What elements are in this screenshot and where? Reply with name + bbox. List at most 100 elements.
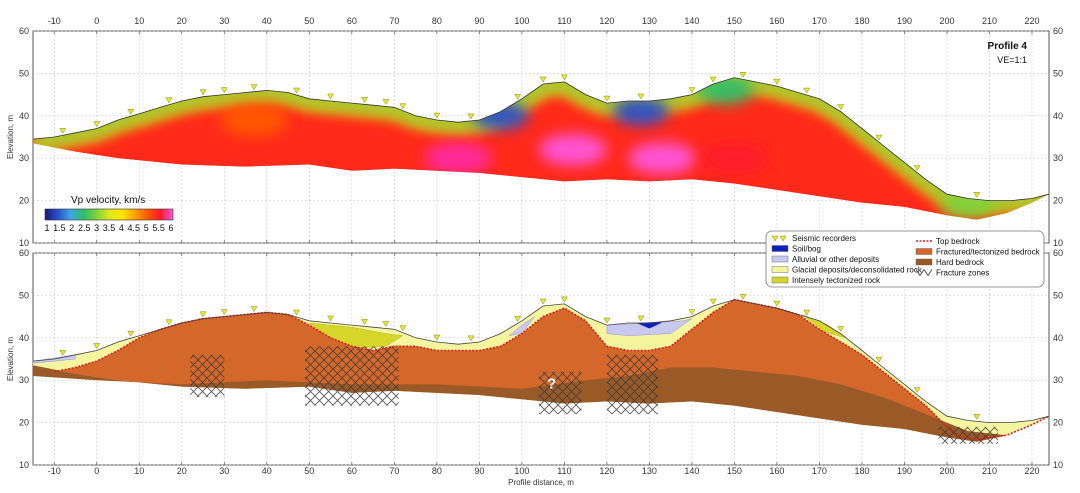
seismic-recorder-marker (514, 94, 522, 100)
seismic-recorder-marker (637, 315, 645, 322)
seismic-recorder-marker (293, 87, 301, 94)
legend-swatch (779, 235, 787, 242)
tectonized-rock-patch (802, 314, 846, 338)
seismic-recorder-marker (165, 319, 173, 326)
legend-label: Intensely tectonized rock (792, 276, 881, 285)
legend-item: Soil/bog (771, 245, 821, 254)
velocity-x-tick-label: 30 (219, 16, 229, 26)
seismic-recorder-marker (875, 134, 883, 141)
uncertain-zone-annotation: ? (547, 376, 556, 393)
colorbar-tick-label: 5.5 (152, 223, 165, 233)
velocity-x-tick-label: 20 (177, 16, 187, 26)
velocity-x-tick-label: 100 (514, 16, 529, 26)
velocity-zone (612, 97, 669, 126)
alluvial-deposits-patch (508, 316, 535, 337)
velocity-x-tick-label: 110 (557, 16, 571, 26)
legend-label: Alluvial or other deposits (792, 255, 879, 264)
seismic-recorder-marker (837, 326, 845, 333)
colorbar-title: Vp velocity, km/s (71, 195, 145, 206)
seismic-recorder-marker (127, 330, 135, 337)
seismic-recorder-marker (688, 309, 696, 316)
profile-title: Profile 4 (988, 41, 1028, 52)
interpretation-section: ? (32, 294, 1050, 444)
colorbar-ramp (44, 208, 174, 221)
x-axis-label: Profile distance, m (508, 478, 574, 487)
colorbar-tick-label: 3 (94, 223, 99, 233)
seismic-recorder-marker (973, 414, 981, 420)
velocity-x-tick-label: 220 (1024, 16, 1039, 26)
colorbar-tick-label: 1 (44, 223, 49, 233)
seismic-recorder-marker (93, 121, 101, 128)
legend-box (765, 230, 1045, 288)
seismic-recorder-marker (560, 74, 568, 81)
seismic-recorder-marker (803, 309, 811, 316)
seismic-recorder-marker (433, 334, 441, 341)
interpretation-y-tick-label-right: 20 (1053, 418, 1063, 428)
velocity-y-axis-label: Elevation, m (6, 115, 15, 159)
velocity-zone (628, 142, 697, 175)
seismic-recorder-marker (773, 300, 781, 307)
legend-swatch (915, 248, 933, 255)
velocity-axis-ticks: -10 0 10 20 30 40 50 60 70 80 90 100 110 120 130 140 150… (19, 16, 1063, 248)
seismic-recorder-marker (433, 112, 441, 119)
seismic-recorder-marker (539, 76, 547, 83)
velocity-y-tick-label-right: 60 (1053, 26, 1063, 36)
velocity-y-tick-label-right: 40 (1053, 111, 1063, 121)
interpretation-y-tick-label-left: 10 (19, 460, 29, 470)
velocity-zone (538, 133, 607, 166)
legend-item: Fractured/tectonized bedrock (915, 248, 1041, 257)
seismic-recorder-marker (637, 93, 645, 100)
velocity-y-tick-label-right: 20 (1053, 196, 1063, 206)
seismic-recorder-marker (773, 78, 781, 85)
velocity-x-tick-label: 140 (684, 16, 699, 26)
interpretation-x-tick-label: 20 (177, 466, 187, 476)
velocity-x-tick-label: 190 (897, 16, 912, 26)
interpretation-x-tick-label: 170 (812, 466, 827, 476)
interpretation-y-axis-label: Elevation, m (6, 337, 15, 381)
velocity-y-tick-label-left: 50 (19, 68, 29, 78)
seismic-recorder-marker (399, 103, 407, 110)
seismic-recorder-marker (59, 350, 67, 356)
seismic-recorder-marker (913, 387, 921, 394)
colorbar-tick-label: 5 (144, 223, 149, 233)
seismic-recorder-marker (539, 298, 547, 305)
legend-swatch (915, 268, 933, 277)
interpretation-y-tick-label-left: 20 (19, 418, 29, 428)
interpretation-x-tick-label: 200 (939, 466, 954, 476)
colorbar-tick-label: 1.5 (53, 223, 66, 233)
legend-item: Alluvial or other deposits (771, 255, 879, 264)
velocity-x-tick-label: 180 (854, 16, 869, 26)
interpretation-y-tick-label-left: 30 (19, 375, 29, 385)
velocity-surface-line (32, 77, 1050, 201)
seismic-recorder-marker (293, 309, 301, 316)
legend-label: Fracture zones (936, 269, 989, 278)
velocity-y-tick-label-right: 30 (1053, 153, 1063, 163)
legend-swatch (771, 276, 789, 284)
velocity-x-tick-label: -10 (48, 16, 61, 26)
colorbar-tick-label: 4.5 (128, 223, 141, 233)
interpretation-x-tick-label: 150 (727, 466, 742, 476)
vertical-exaggeration-label: VE=1:1 (997, 55, 1027, 65)
velocity-y-tick-label-left: 20 (19, 196, 29, 206)
interpretation-y-tick-label-right: 50 (1053, 290, 1063, 300)
interpretation-x-tick-label: 40 (262, 466, 272, 476)
velocity-zone (424, 142, 493, 175)
seismic-recorder-marker (560, 296, 568, 303)
velocity-x-tick-label: 40 (262, 16, 272, 26)
interpretation-x-tick-label: 140 (684, 466, 699, 476)
legend-swatch (771, 255, 789, 263)
seismic-recorder-marker (875, 356, 883, 363)
velocity-x-tick-label: 120 (599, 16, 614, 26)
legend-item: Glacial deposits/deconsolidated rock (771, 266, 923, 275)
velocity-surface-band (33, 78, 1049, 211)
interpretation-y-tick-label-right: 40 (1053, 333, 1063, 343)
interpretation-x-tick-label: -10 (48, 466, 61, 476)
interpretation-y-tick-label-left: 40 (19, 333, 29, 343)
seismic-recorder-marker (973, 192, 981, 198)
hard-bedrock-layer (33, 365, 1049, 442)
seismic-recorder-marker (709, 76, 717, 83)
velocity-x-tick-label: 60 (347, 16, 357, 26)
legend-item: Top bedrock (916, 237, 981, 246)
legend-label: Hard bedrock (936, 258, 985, 267)
